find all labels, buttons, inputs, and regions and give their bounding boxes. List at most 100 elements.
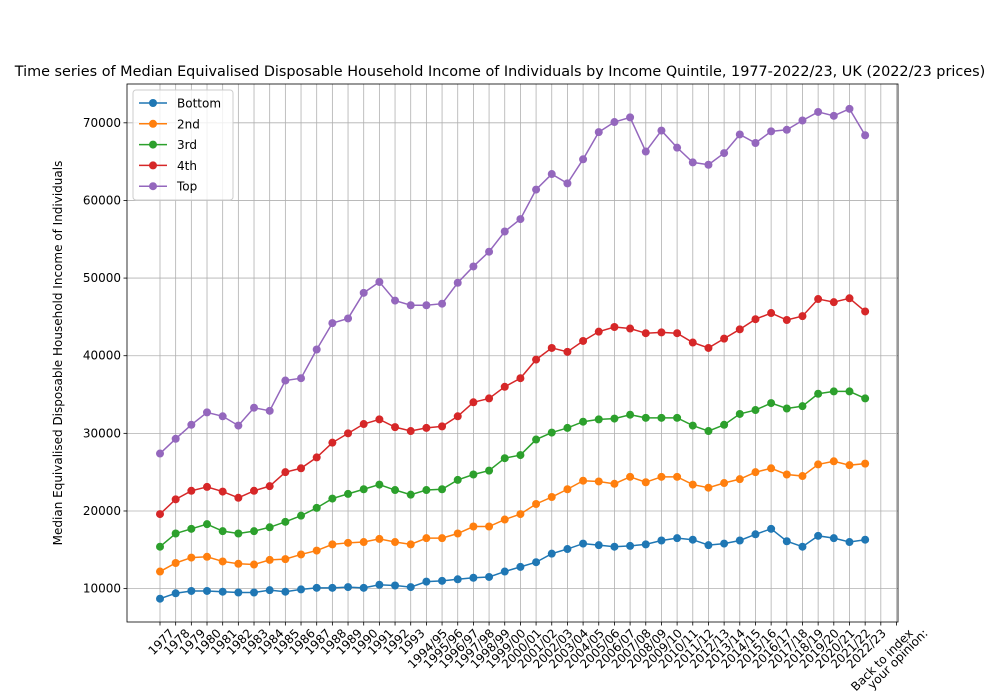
- data-point: [265, 586, 274, 595]
- data-point: [485, 466, 494, 475]
- data-point: [798, 116, 807, 125]
- data-point: [594, 128, 603, 137]
- data-point: [406, 301, 415, 310]
- data-point: [500, 454, 509, 463]
- data-point: [579, 336, 588, 345]
- data-point: [265, 482, 274, 491]
- axes-frame: [126, 83, 899, 623]
- data-point: [829, 534, 838, 543]
- data-point: [751, 139, 760, 148]
- legend-label: 4th: [177, 159, 197, 173]
- data-point: [438, 422, 447, 431]
- data-point: [532, 499, 541, 508]
- data-point: [547, 549, 556, 558]
- data-point: [751, 530, 760, 539]
- data-point: [532, 185, 541, 194]
- data-point: [814, 107, 823, 116]
- data-point: [359, 538, 368, 547]
- data-point: [187, 586, 196, 595]
- data-point: [782, 316, 791, 325]
- data-point: [735, 475, 744, 484]
- data-point: [250, 560, 259, 569]
- data-point: [203, 552, 212, 561]
- data-point: [563, 347, 572, 356]
- data-point: [234, 493, 243, 502]
- data-point: [485, 247, 494, 256]
- data-point: [265, 555, 274, 564]
- data-point: [845, 294, 854, 303]
- series-line: [159, 460, 866, 573]
- data-point: [720, 334, 729, 343]
- data-point: [563, 423, 572, 432]
- data-point: [312, 546, 321, 555]
- data-point: [359, 583, 368, 592]
- data-point: [156, 510, 164, 519]
- data-point: [532, 435, 541, 444]
- data-point: [344, 538, 353, 547]
- data-point: [673, 413, 682, 422]
- data-point: [297, 374, 306, 383]
- data-point: [312, 583, 321, 592]
- data-point: [829, 298, 838, 307]
- legend-marker: [149, 99, 157, 107]
- data-point: [485, 522, 494, 531]
- data-point: [344, 489, 353, 498]
- data-point: [171, 589, 180, 598]
- y-tick-label: 70000: [83, 116, 121, 130]
- data-point: [218, 587, 227, 596]
- data-point: [798, 312, 807, 321]
- data-point: [328, 319, 337, 328]
- data-point: [798, 472, 807, 481]
- data-point: [156, 567, 164, 576]
- data-point: [626, 410, 635, 419]
- y-tick-label: 60000: [83, 193, 121, 207]
- data-point: [422, 486, 431, 495]
- data-point: [798, 542, 807, 551]
- data-point: [469, 522, 478, 531]
- data-point: [171, 529, 180, 538]
- legend-label: Top: [176, 180, 197, 194]
- data-point: [500, 227, 509, 236]
- data-point: [751, 468, 760, 477]
- data-point: [187, 524, 196, 533]
- data-point: [516, 451, 525, 460]
- data-point: [406, 540, 415, 549]
- data-point: [203, 482, 212, 491]
- data-point: [720, 149, 729, 158]
- data-point: [626, 113, 635, 122]
- data-point: [688, 158, 697, 167]
- data-point: [861, 535, 870, 544]
- data-point: [641, 478, 650, 487]
- data-point: [469, 470, 478, 479]
- data-point: [657, 328, 666, 337]
- data-point: [250, 527, 259, 536]
- data-point: [688, 338, 697, 347]
- data-point: [610, 118, 619, 127]
- data-point: [500, 567, 509, 576]
- data-point: [751, 315, 760, 324]
- data-point: [767, 464, 776, 473]
- data-point: [218, 557, 227, 566]
- data-point: [626, 324, 635, 333]
- data-point: [344, 583, 353, 592]
- data-point: [845, 104, 854, 113]
- data-point: [250, 403, 259, 412]
- data-point: [735, 409, 744, 418]
- data-point: [453, 278, 462, 287]
- data-point: [312, 345, 321, 354]
- data-point: [704, 343, 713, 352]
- data-point: [861, 394, 870, 403]
- data-point: [579, 417, 588, 426]
- data-point: [312, 503, 321, 512]
- legend: Bottom 2nd 3rd 4th Top: [132, 89, 234, 201]
- data-point: [673, 534, 682, 543]
- data-point: [234, 421, 243, 430]
- legend-label: Bottom: [177, 97, 221, 111]
- series-line: [159, 297, 866, 515]
- data-point: [829, 457, 838, 466]
- data-point: [594, 415, 603, 424]
- data-point: [265, 523, 274, 532]
- legend-box: [132, 89, 234, 201]
- legend-label: 2nd: [177, 117, 200, 131]
- data-point: [516, 562, 525, 571]
